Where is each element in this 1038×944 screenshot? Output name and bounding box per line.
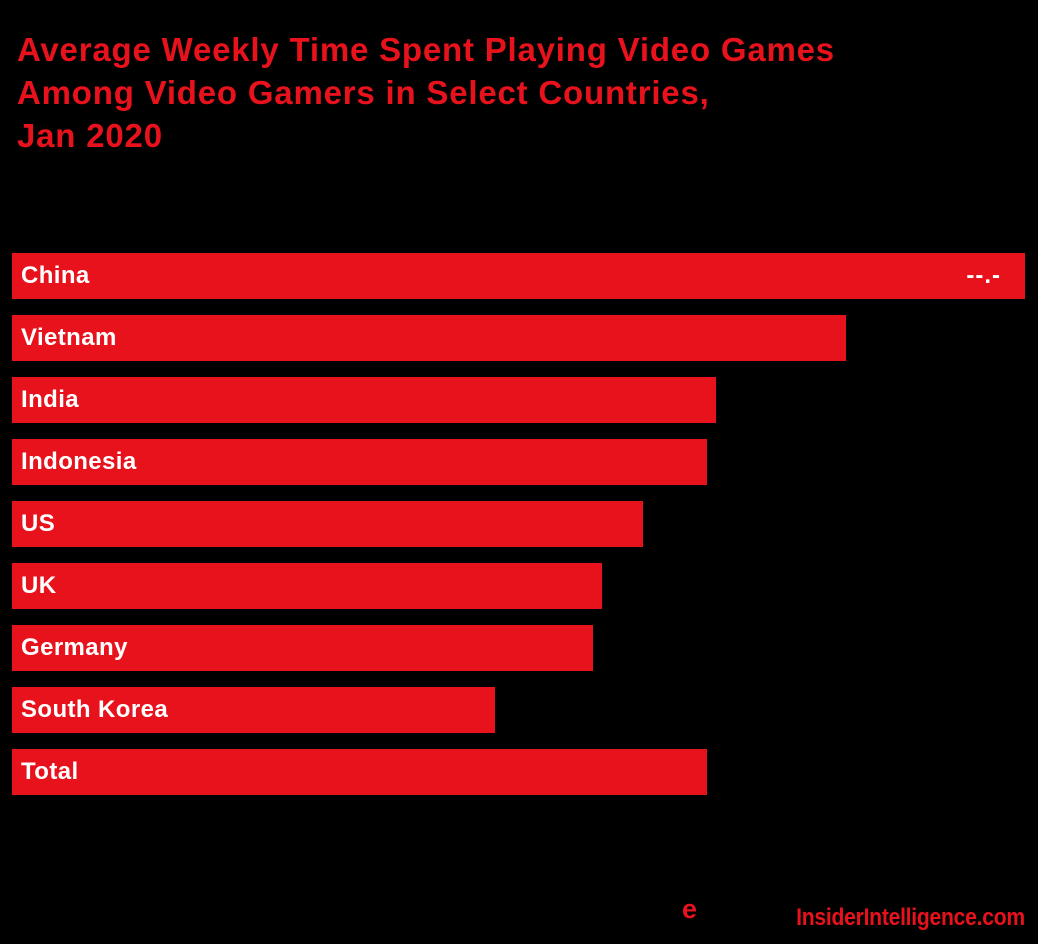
bar-vietnam: Vietnam — [12, 315, 846, 361]
bar-uk: UK — [12, 563, 602, 609]
bar-row: UK — [12, 563, 1026, 609]
chart-title-line-2: Among Video Gamers in Select Countries, — [17, 74, 710, 111]
bar-row: Vietnam — [12, 315, 1026, 361]
chart-title: Average Weekly Time Spent Playing Video … — [17, 28, 835, 157]
chart-title-line-1: Average Weekly Time Spent Playing Video … — [17, 31, 835, 68]
bar-china: China --.- — [12, 253, 1025, 299]
bar-row: Germany — [12, 625, 1026, 671]
bar-category-label: Germany — [21, 633, 128, 661]
bar-category-label: Vietnam — [21, 323, 117, 351]
bar-row: Indonesia — [12, 439, 1026, 485]
bar-row: China --.- — [12, 253, 1026, 299]
bar-category-label: India — [21, 385, 80, 413]
emarketer-logo-e: e — [682, 894, 698, 924]
bar-us: US — [12, 501, 643, 547]
bar-category-label: UK — [21, 571, 57, 599]
bar-row: South Korea — [12, 687, 1026, 733]
bar-category-label: Total — [21, 757, 79, 785]
bar-indonesia: Indonesia — [12, 439, 707, 485]
bar-total: Total — [12, 749, 707, 795]
chart-title-line-3: Jan 2020 — [17, 117, 163, 154]
bar-value-label: --.- — [966, 261, 1001, 289]
bar-category-label: China — [21, 261, 90, 289]
bar-south-korea: South Korea — [12, 687, 495, 733]
bar-category-label: South Korea — [21, 695, 169, 723]
bar-row: Total — [12, 749, 1026, 795]
bar-row: US — [12, 501, 1026, 547]
bar-germany: Germany — [12, 625, 593, 671]
bar-row: India — [12, 377, 1026, 423]
bar-india: India — [12, 377, 716, 423]
bar-category-label: Indonesia — [21, 447, 137, 475]
bar-category-label: US — [21, 509, 56, 537]
branding-url: InsiderIntelligence.com — [796, 904, 1025, 931]
bar-chart: China --.- Vietnam India Indonesia US UK German… — [12, 253, 1026, 811]
